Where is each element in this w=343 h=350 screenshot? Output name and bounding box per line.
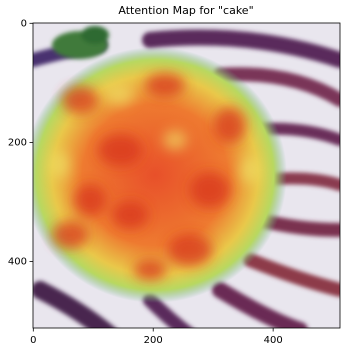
chart: Attention Map for "cake" (0, 0, 343, 350)
y-tick-label: 200 (8, 137, 27, 148)
page: Attention Map for "cake" (0, 0, 343, 350)
x-tick-label: 200 (144, 335, 163, 346)
x-tick-label: 0 (30, 335, 36, 346)
x-tick-label: 400 (264, 335, 283, 346)
image (23, 23, 340, 335)
chart-title: Attention Map for "cake" (118, 4, 253, 17)
y-tick-label: 0 (21, 18, 27, 29)
y-tick-label: 400 (8, 257, 27, 268)
